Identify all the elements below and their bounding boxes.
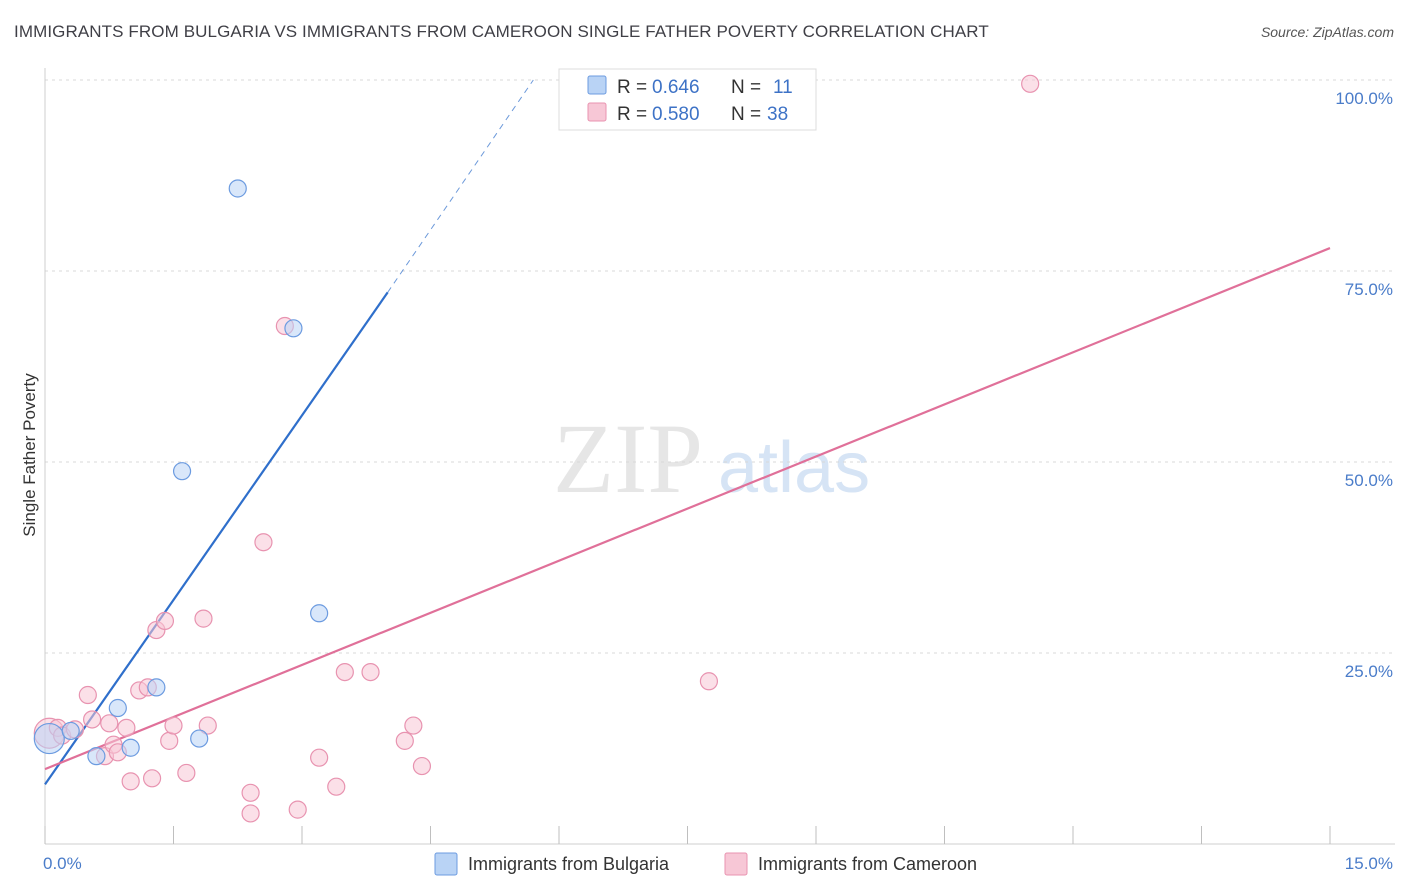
x-tick-label-0: 0.0% bbox=[43, 854, 82, 873]
watermark-zip: ZIP bbox=[553, 403, 703, 514]
legend-r-label-bulgaria: R = bbox=[617, 77, 647, 98]
point-cameroon-30 bbox=[361, 662, 380, 682]
point-cameroon-23 bbox=[241, 804, 260, 823]
point-bulgaria-2 bbox=[87, 747, 106, 766]
legend-n-label-cameroon: N = bbox=[731, 104, 761, 125]
legend-n-label-bulgaria: N = bbox=[731, 77, 761, 98]
point-bulgaria-7 bbox=[190, 729, 209, 748]
point-cameroon-17 bbox=[160, 731, 179, 750]
point-cameroon-5 bbox=[83, 710, 102, 729]
point-cameroon-27 bbox=[310, 748, 329, 767]
x-tick-label-1: 15.0% bbox=[1345, 854, 1393, 873]
point-cameroon-22 bbox=[241, 783, 260, 802]
tick-labels: 25.0% 50.0% 75.0% 100.0% 0.0% 15.0% bbox=[43, 89, 1393, 873]
legend-r-value-cameroon: 0.580 bbox=[652, 104, 700, 125]
point-cameroon-19 bbox=[177, 763, 196, 783]
y-tick-label-2: 75.0% bbox=[1345, 280, 1393, 299]
point-cameroon-20 bbox=[194, 609, 213, 628]
point-cameroon-28 bbox=[327, 777, 346, 796]
point-cameroon-11 bbox=[121, 772, 140, 791]
trend-line-cameroon bbox=[44, 247, 1331, 771]
legend-n-value-bulgaria: 11 bbox=[773, 77, 793, 98]
point-cameroon-35 bbox=[1021, 74, 1040, 93]
point-cameroon-34 bbox=[699, 672, 719, 691]
point-bulgaria-3 bbox=[108, 698, 127, 718]
y-tick-label-1: 50.0% bbox=[1345, 471, 1393, 490]
series-legend-swatch-bulgaria bbox=[434, 852, 458, 876]
point-bulgaria-6 bbox=[172, 462, 192, 481]
watermark: ZIP atlas bbox=[553, 403, 870, 514]
point-cameroon-33 bbox=[412, 756, 432, 776]
point-cameroon-31 bbox=[395, 731, 414, 750]
legend-swatch-cameroon bbox=[587, 102, 607, 122]
legend-r-label-cameroon: R = bbox=[617, 104, 647, 125]
grid bbox=[45, 79, 1395, 654]
axes bbox=[44, 68, 1395, 845]
y-tick-label-0: 25.0% bbox=[1345, 662, 1393, 681]
point-cameroon-21 bbox=[198, 716, 217, 735]
source-credit: Source: ZipAtlas.com bbox=[1260, 24, 1394, 40]
point-bulgaria-4 bbox=[121, 738, 140, 757]
series-legend: Immigrants from Bulgaria Immigrants from… bbox=[434, 852, 977, 876]
series-legend-label-cameroon: Immigrants from Cameroon bbox=[758, 854, 977, 874]
trend-extension-bulgaria bbox=[387, 79, 534, 293]
data-points bbox=[33, 74, 1040, 823]
point-cameroon-24 bbox=[254, 533, 273, 552]
point-bulgaria-5 bbox=[147, 678, 166, 697]
point-cameroon-7 bbox=[100, 714, 119, 733]
legend-n-value-cameroon: 38 bbox=[767, 104, 788, 125]
series-legend-swatch-cameroon bbox=[724, 852, 748, 876]
y-tick-label-3: 100.0% bbox=[1335, 89, 1393, 108]
point-cameroon-16 bbox=[155, 611, 175, 631]
point-cameroon-26 bbox=[288, 800, 307, 819]
point-cameroon-4 bbox=[78, 685, 97, 705]
point-bulgaria-9 bbox=[284, 319, 303, 338]
watermark-atlas: atlas bbox=[718, 428, 870, 508]
point-bulgaria-8 bbox=[228, 179, 247, 198]
point-bulgaria-10 bbox=[310, 604, 329, 623]
y-axis-title: Single Father Poverty bbox=[20, 373, 39, 537]
point-cameroon-10 bbox=[117, 718, 136, 737]
point-bulgaria-1 bbox=[61, 721, 80, 741]
series-legend-label-bulgaria: Immigrants from Bulgaria bbox=[468, 854, 670, 874]
trend-line-bulgaria bbox=[44, 291, 389, 786]
point-cameroon-32 bbox=[404, 716, 423, 735]
stats-legend: R = 0.646 N = 11 R = 0.580 N = 38 bbox=[558, 68, 817, 131]
legend-swatch-bulgaria bbox=[587, 75, 607, 95]
legend-r-value-bulgaria: 0.646 bbox=[652, 77, 700, 98]
point-bulgaria-0 bbox=[33, 722, 65, 755]
chart-title: IMMIGRANTS FROM BULGARIA VS IMMIGRANTS F… bbox=[14, 22, 989, 41]
trend-lines bbox=[44, 79, 1331, 786]
point-cameroon-29 bbox=[335, 662, 354, 682]
point-cameroon-14 bbox=[142, 769, 162, 788]
point-cameroon-18 bbox=[164, 716, 183, 735]
